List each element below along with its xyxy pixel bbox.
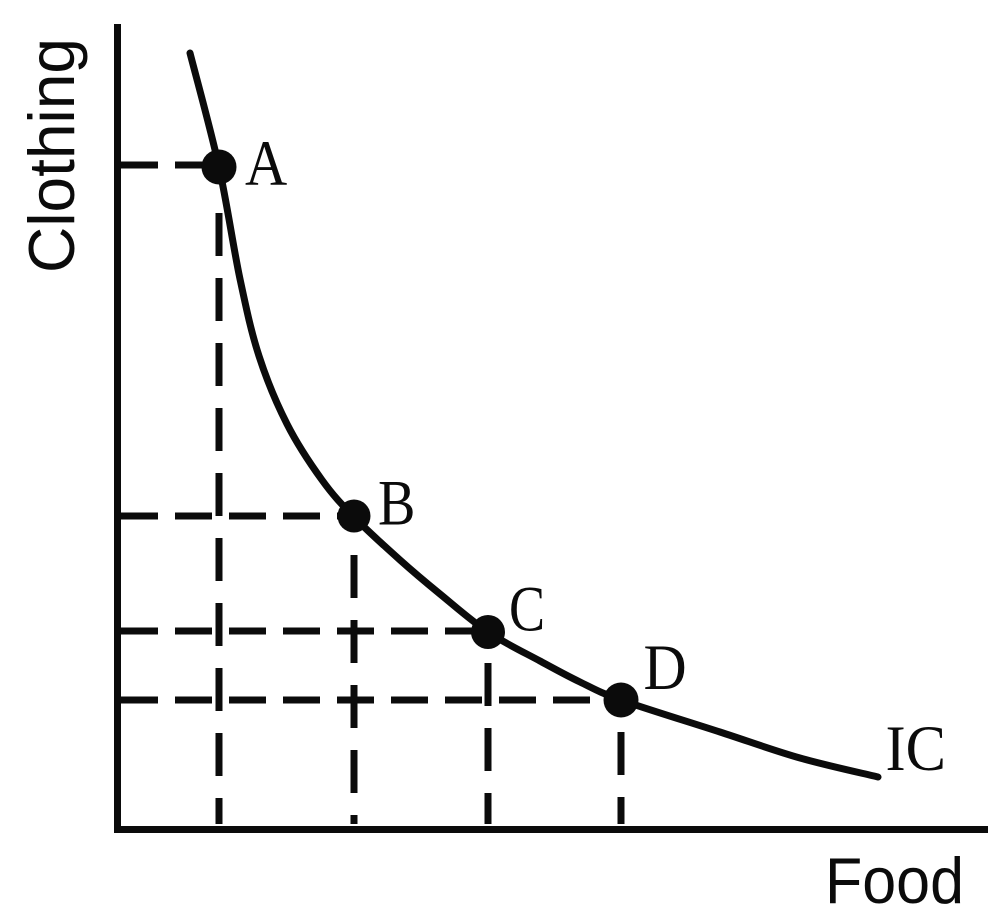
svg-text:C: C bbox=[509, 574, 545, 646]
svg-text:IC: IC bbox=[886, 713, 947, 785]
svg-text:D: D bbox=[644, 632, 687, 704]
svg-text:B: B bbox=[378, 468, 415, 540]
svg-text:Clothing: Clothing bbox=[15, 38, 88, 273]
svg-text:Food: Food bbox=[825, 844, 964, 910]
svg-text:A: A bbox=[245, 128, 287, 200]
